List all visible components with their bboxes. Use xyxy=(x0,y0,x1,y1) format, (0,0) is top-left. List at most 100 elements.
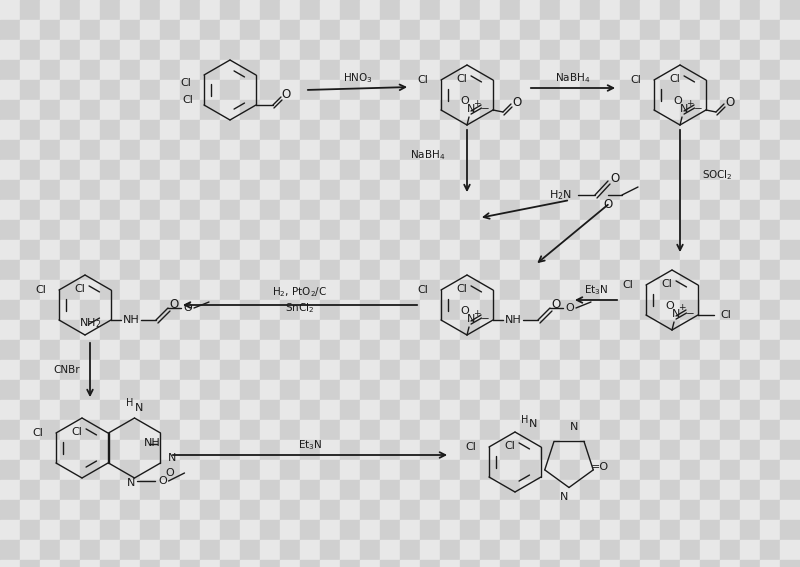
Text: N: N xyxy=(467,314,475,324)
Bar xyxy=(680,520,700,540)
Bar xyxy=(380,80,400,100)
Bar xyxy=(420,520,440,540)
Bar xyxy=(60,400,80,420)
Bar xyxy=(540,200,560,220)
Bar xyxy=(60,300,80,320)
Bar xyxy=(540,400,560,420)
Bar xyxy=(640,160,660,180)
Bar xyxy=(320,300,340,320)
Bar xyxy=(320,480,340,500)
Bar xyxy=(320,340,340,360)
Bar xyxy=(760,20,780,40)
Bar xyxy=(200,160,220,180)
Bar xyxy=(740,320,760,340)
Bar xyxy=(420,440,440,460)
Bar xyxy=(760,200,780,220)
Text: N: N xyxy=(672,309,680,319)
Bar xyxy=(140,40,160,60)
Bar xyxy=(280,540,300,560)
Bar xyxy=(660,180,680,200)
Bar xyxy=(200,520,220,540)
Bar xyxy=(200,340,220,360)
Bar xyxy=(180,480,200,500)
Bar xyxy=(40,320,60,340)
Bar xyxy=(440,500,460,520)
Bar xyxy=(700,300,720,320)
Bar xyxy=(260,40,280,60)
Bar xyxy=(160,320,180,340)
Bar xyxy=(240,100,260,120)
Text: O: O xyxy=(726,95,734,108)
Bar xyxy=(780,20,800,40)
Bar xyxy=(160,360,180,380)
Bar xyxy=(640,500,660,520)
Bar xyxy=(360,480,380,500)
Bar xyxy=(60,520,80,540)
Bar xyxy=(240,480,260,500)
Bar xyxy=(80,420,100,440)
Text: NH: NH xyxy=(144,438,161,448)
Bar xyxy=(300,80,320,100)
Bar xyxy=(80,260,100,280)
Text: =O: =O xyxy=(590,462,609,472)
Bar xyxy=(700,280,720,300)
Bar xyxy=(720,460,740,480)
Bar xyxy=(560,200,580,220)
Bar xyxy=(700,180,720,200)
Bar xyxy=(560,240,580,260)
Bar xyxy=(400,460,420,480)
Bar xyxy=(260,420,280,440)
Bar xyxy=(260,60,280,80)
Bar xyxy=(720,420,740,440)
Bar xyxy=(760,480,780,500)
Bar xyxy=(140,480,160,500)
Bar xyxy=(500,520,520,540)
Bar xyxy=(500,460,520,480)
Bar xyxy=(780,260,800,280)
Bar xyxy=(20,60,40,80)
Bar xyxy=(680,540,700,560)
Bar xyxy=(300,280,320,300)
Bar xyxy=(120,120,140,140)
Bar xyxy=(480,540,500,560)
Bar xyxy=(720,40,740,60)
Bar xyxy=(560,300,580,320)
Bar xyxy=(480,520,500,540)
Bar xyxy=(400,420,420,440)
Text: N: N xyxy=(168,453,177,463)
Bar xyxy=(220,480,240,500)
Bar xyxy=(500,380,520,400)
Bar xyxy=(500,240,520,260)
Bar xyxy=(460,460,480,480)
Bar xyxy=(580,400,600,420)
Bar xyxy=(280,360,300,380)
Bar xyxy=(680,380,700,400)
Bar xyxy=(580,20,600,40)
Bar xyxy=(780,440,800,460)
Bar xyxy=(400,300,420,320)
Bar xyxy=(280,460,300,480)
Bar xyxy=(180,120,200,140)
Bar xyxy=(720,560,740,567)
Bar xyxy=(180,320,200,340)
Bar xyxy=(720,540,740,560)
Text: SnCl$_2$: SnCl$_2$ xyxy=(286,301,314,315)
Bar xyxy=(560,40,580,60)
Bar xyxy=(20,20,40,40)
Bar xyxy=(380,240,400,260)
Bar xyxy=(480,80,500,100)
Text: Cl: Cl xyxy=(466,442,477,452)
Bar xyxy=(700,480,720,500)
Bar xyxy=(100,220,120,240)
Bar xyxy=(20,120,40,140)
Bar xyxy=(100,60,120,80)
Bar xyxy=(0,200,20,220)
Bar xyxy=(20,420,40,440)
Bar xyxy=(660,140,680,160)
Bar xyxy=(100,120,120,140)
Bar xyxy=(160,100,180,120)
Bar xyxy=(520,480,540,500)
Bar xyxy=(320,80,340,100)
Bar xyxy=(620,440,640,460)
Bar xyxy=(700,560,720,567)
